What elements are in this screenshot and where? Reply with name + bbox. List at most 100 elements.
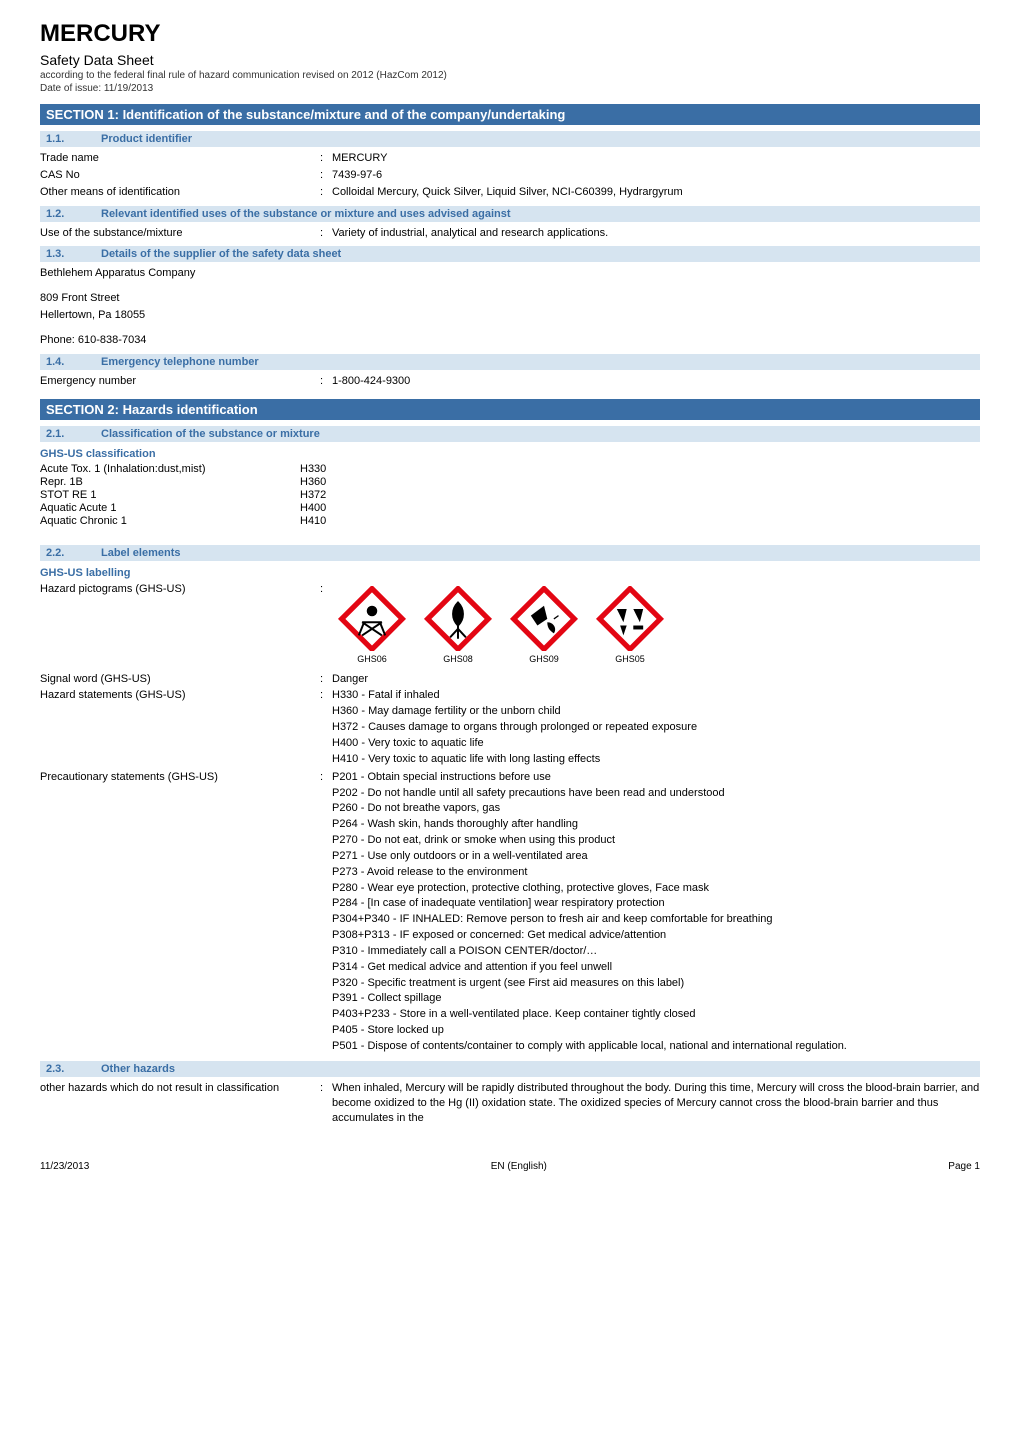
supplier-addr1: 809 Front Street [40,291,980,306]
classification-name: Aquatic Acute 1 [40,502,300,514]
supplier-addr2: Hellertown, Pa 18055 [40,308,980,323]
precautionary-statement-line: P391 - Collect spillage [332,991,980,1006]
value: Danger [332,672,980,687]
footer-page: Page 1 [948,1161,980,1172]
pictogram-code: GHS05 [615,653,645,665]
precautionary-statement-line: P280 - Wear eye protection, protective c… [332,881,980,896]
row-signal-word: Signal word (GHS-US) : Danger [40,672,980,687]
subsection-num: 1.1. [46,133,101,145]
classification-code: H400 [300,502,326,514]
classification-code: H360 [300,476,326,488]
hazard-statement-line: H410 - Very toxic to aquatic life with l… [332,752,980,767]
precautionary-statement-line: P260 - Do not breathe vapors, gas [332,801,980,816]
label: Hazard pictograms (GHS-US) [40,582,320,670]
colon: : [320,770,332,1055]
hazard-statement-line: H360 - May damage fertility or the unbor… [332,704,980,719]
value: MERCURY [332,151,980,166]
colon: : [320,688,332,767]
classification-row: Aquatic Chronic 1H410 [40,515,980,527]
pictogram-code: GHS09 [529,653,559,665]
classification-code: H410 [300,515,326,527]
doc-dateline: Date of issue: 11/19/2013 [40,83,980,94]
hazard-statement-line: H400 - Very toxic to aquatic life [332,736,980,751]
doc-subtitle: Safety Data Sheet [40,52,980,68]
health-hazard-icon: GHS08 [418,586,498,666]
subsection-num: 1.2. [46,208,101,220]
supplier-name: Bethlehem Apparatus Company [40,266,980,281]
hazard-statement-line: H372 - Causes damage to organs through p… [332,720,980,735]
subsection-1-4: 1.4. Emergency telephone number [40,354,980,370]
row-precautionary-statements: Precautionary statements (GHS-US) : P201… [40,770,980,1055]
environment-icon: GHS09 [504,586,584,666]
row-use: Use of the substance/mixture : Variety o… [40,226,980,241]
precautionary-statement-line: P201 - Obtain special instructions befor… [332,770,980,785]
value: Variety of industrial, analytical and re… [332,226,980,241]
colon: : [320,374,332,389]
subsection-num: 2.2. [46,547,101,559]
pictogram-code: GHS06 [357,653,387,665]
label: Other means of identification [40,185,320,200]
colon: : [320,151,332,166]
precautionary-statement-line: P264 - Wash skin, hands thoroughly after… [332,817,980,832]
row-emergency: Emergency number : 1-800-424-9300 [40,374,980,389]
pictogram-row: GHS06 GHS08 GHS09 GHS05 [332,586,980,666]
value: Colloidal Mercury, Quick Silver, Liquid … [332,185,980,200]
colon: : [320,582,332,670]
subsection-2-1: 2.1. Classification of the substance or … [40,426,980,442]
precautionary-statement-line: P310 - Immediately call a POISON CENTER/… [332,944,980,959]
label: Use of the substance/mixture [40,226,320,241]
label: Emergency number [40,374,320,389]
supplier-phone: Phone: 610-838-7034 [40,333,980,348]
classification-row: Aquatic Acute 1H400 [40,502,980,514]
value: 7439-97-6 [332,168,980,183]
precautionary-statement-line: P271 - Use only outdoors or in a well-ve… [332,849,980,864]
footer-date: 11/23/2013 [40,1161,89,1172]
subsection-2-2: 2.2. Label elements [40,545,980,561]
row-cas-no: CAS No : 7439-97-6 [40,168,980,183]
label: Signal word (GHS-US) [40,672,320,687]
classification-code: H372 [300,489,326,501]
precautionary-statement-line: P314 - Get medical advice and attention … [332,960,980,975]
classification-code: H330 [300,463,326,475]
pictogram-code: GHS08 [443,653,473,665]
row-other-hazards: other hazards which do not result in cla… [40,1081,980,1126]
subsection-title: Label elements [101,547,180,559]
footer-lang: EN (English) [491,1161,547,1172]
precautionary-statement-line: P270 - Do not eat, drink or smoke when u… [332,833,980,848]
colon: : [320,672,332,687]
label: other hazards which do not result in cla… [40,1081,320,1126]
subsection-num: 2.1. [46,428,101,440]
classification-row: STOT RE 1H372 [40,489,980,501]
precautionary-statement-line: P308+P313 - IF exposed or concerned: Get… [332,928,980,943]
precautionary-statement-line: P501 - Dispose of contents/container to … [332,1039,980,1054]
subsection-num: 2.3. [46,1063,101,1075]
precautionary-statement-line: P284 - [In case of inadequate ventilatio… [332,896,980,911]
precautionary-statement-line: P273 - Avoid release to the environment [332,865,980,880]
section1-bar: SECTION 1: Identification of the substan… [40,104,980,125]
label: Hazard statements (GHS-US) [40,688,320,767]
subsection-title: Classification of the substance or mixtu… [101,428,320,440]
section2-bar: SECTION 2: Hazards identification [40,399,980,420]
colon: : [320,185,332,200]
skull-crossbones-icon: GHS06 [332,586,412,666]
classification-row: Acute Tox. 1 (Inhalation:dust,mist)H330 [40,463,980,475]
ghs-label-header: GHS-US labelling [40,567,980,579]
colon: : [320,168,332,183]
precautionary-statement-line: P403+P233 - Store in a well-ventilated p… [332,1007,980,1022]
classification-name: Acute Tox. 1 (Inhalation:dust,mist) [40,463,300,475]
subsection-title: Relevant identified uses of the substanc… [101,208,511,220]
classification-name: Aquatic Chronic 1 [40,515,300,527]
doc-regline: according to the federal final rule of h… [40,70,980,81]
classification-row: Repr. 1BH360 [40,476,980,488]
subsection-title: Product identifier [101,133,192,145]
corrosion-icon: GHS05 [590,586,670,666]
subsection-2-3: 2.3. Other hazards [40,1061,980,1077]
colon: : [320,1081,332,1126]
classification-name: STOT RE 1 [40,489,300,501]
subsection-num: 1.3. [46,248,101,260]
ghs-class-header: GHS-US classification [40,448,980,460]
subsection-1-1: 1.1. Product identifier [40,131,980,147]
colon: : [320,226,332,241]
precautionary-statement-line: P304+P340 - IF INHALED: Remove person to… [332,912,980,927]
classification-name: Repr. 1B [40,476,300,488]
